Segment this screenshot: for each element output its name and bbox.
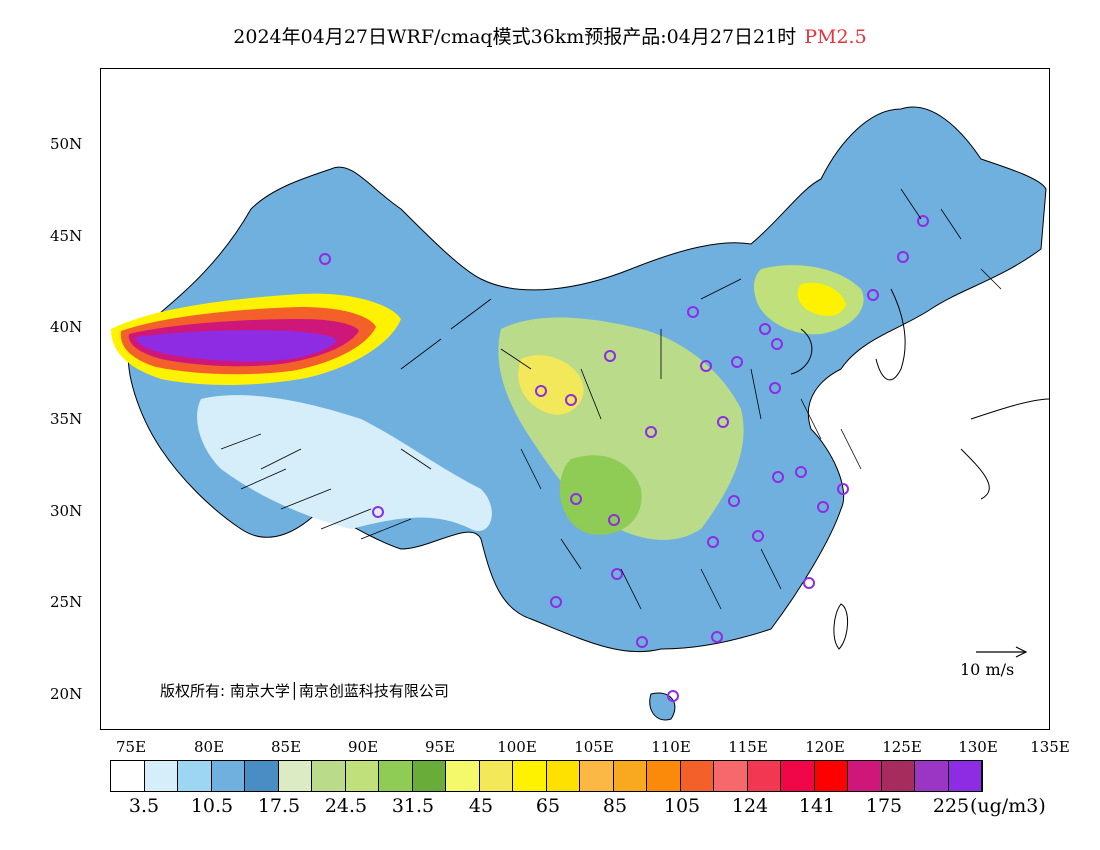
colorbar-swatch [513,761,547,791]
station-markers [319,215,929,702]
wind-vectors [220,188,1002,610]
colorbar-swatch [647,761,681,791]
lon-label: 105E [574,738,614,756]
colorbar-swatch [111,761,145,791]
colorbar-swatch [446,761,480,791]
title-pollutant: PM2.5 [804,26,867,48]
wind-reference-label: 10 m/s [960,660,1015,679]
map-title: 2024年04月27日WRF/cmaq模式36km预报产品:04月27日21时 P… [0,22,1100,49]
colorbar-swatch [245,761,279,791]
colorbar-swatch [613,761,647,791]
colorbar-swatch [178,761,212,791]
colorbar-swatch [848,761,882,791]
lon-label: 90E [347,738,379,756]
colorbar-label: 31.5 [391,795,435,817]
colorbar-swatch [345,761,379,791]
field-yellow-center [518,355,584,415]
coastline-japan [960,398,1049,500]
colorbar-swatch [948,761,982,791]
field-sichuan-green [559,455,642,535]
colorbar-unit: (ug/m3) [970,795,1046,817]
colorbar-swatch [211,761,245,791]
lat-label: 40N [50,318,83,336]
map-canvas [111,106,1049,721]
field-xinjiang-purple [136,330,337,362]
lon-label: 80E [193,738,225,756]
lat-label: 35N [50,410,83,428]
colorbar-swatch [747,761,781,791]
colorbar-swatch [814,761,848,791]
colorbar [110,760,983,792]
colorbar-swatch [881,761,915,791]
colorbar-swatch [680,761,714,791]
coastline-korea [875,288,906,381]
lon-label: 115E [728,738,768,756]
coastline-taiwan [833,603,848,650]
lon-label: 120E [805,738,845,756]
lon-label: 110E [651,738,691,756]
colorbar-label: 3.5 [128,795,160,817]
colorbar-swatch [312,761,346,791]
colorbar-label: 24.5 [324,795,368,817]
lat-label: 25N [50,593,83,611]
colorbar-label: 124 [731,795,769,817]
lon-label: 135E [1030,738,1070,756]
colorbar-swatch [580,761,614,791]
colorbar-label: 10.5 [190,795,234,817]
colorbar-swatch [278,761,312,791]
colorbar-swatch [144,761,178,791]
field-yellow-northeast [797,282,846,316]
colorbar-label: 175 [865,795,903,817]
copyright-text: 版权所有: 南京大学│南京创蓝科技有限公司 [160,682,449,700]
pm25-map [100,68,1050,730]
colorbar-swatch [379,761,413,791]
colorbar-swatch [412,761,446,791]
colorbar-label: 85 [602,795,628,817]
lon-label: 130E [958,738,998,756]
lon-label: 100E [497,738,537,756]
colorbar-label: 45 [468,795,494,817]
lat-label: 45N [50,227,83,245]
lon-label: 85E [270,738,302,756]
colorbar-label: 105 [663,795,701,817]
lon-label: 75E [115,738,147,756]
colorbar-swatch [781,761,815,791]
colorbar-label: 17.5 [257,795,301,817]
title-main: 2024年04月27日WRF/cmaq模式36km预报产品:04月27日21时 [233,26,797,48]
coastline-hainan [649,692,676,721]
colorbar-label: 65 [535,795,561,817]
coastline-sea [790,328,813,375]
colorbar-swatch [479,761,513,791]
reference-arrow [976,646,1028,658]
china-field-light [197,395,492,531]
colorbar-label: 141 [798,795,836,817]
lat-label: 50N [50,135,83,153]
colorbar-swatch [915,761,949,791]
colorbar-swatch [714,761,748,791]
lat-label: 30N [50,502,83,520]
colorbar-label: 225 [932,795,970,817]
lat-label: 20N [50,685,83,703]
lon-label: 95E [424,738,456,756]
lon-label: 125E [882,738,922,756]
colorbar-swatch [546,761,580,791]
